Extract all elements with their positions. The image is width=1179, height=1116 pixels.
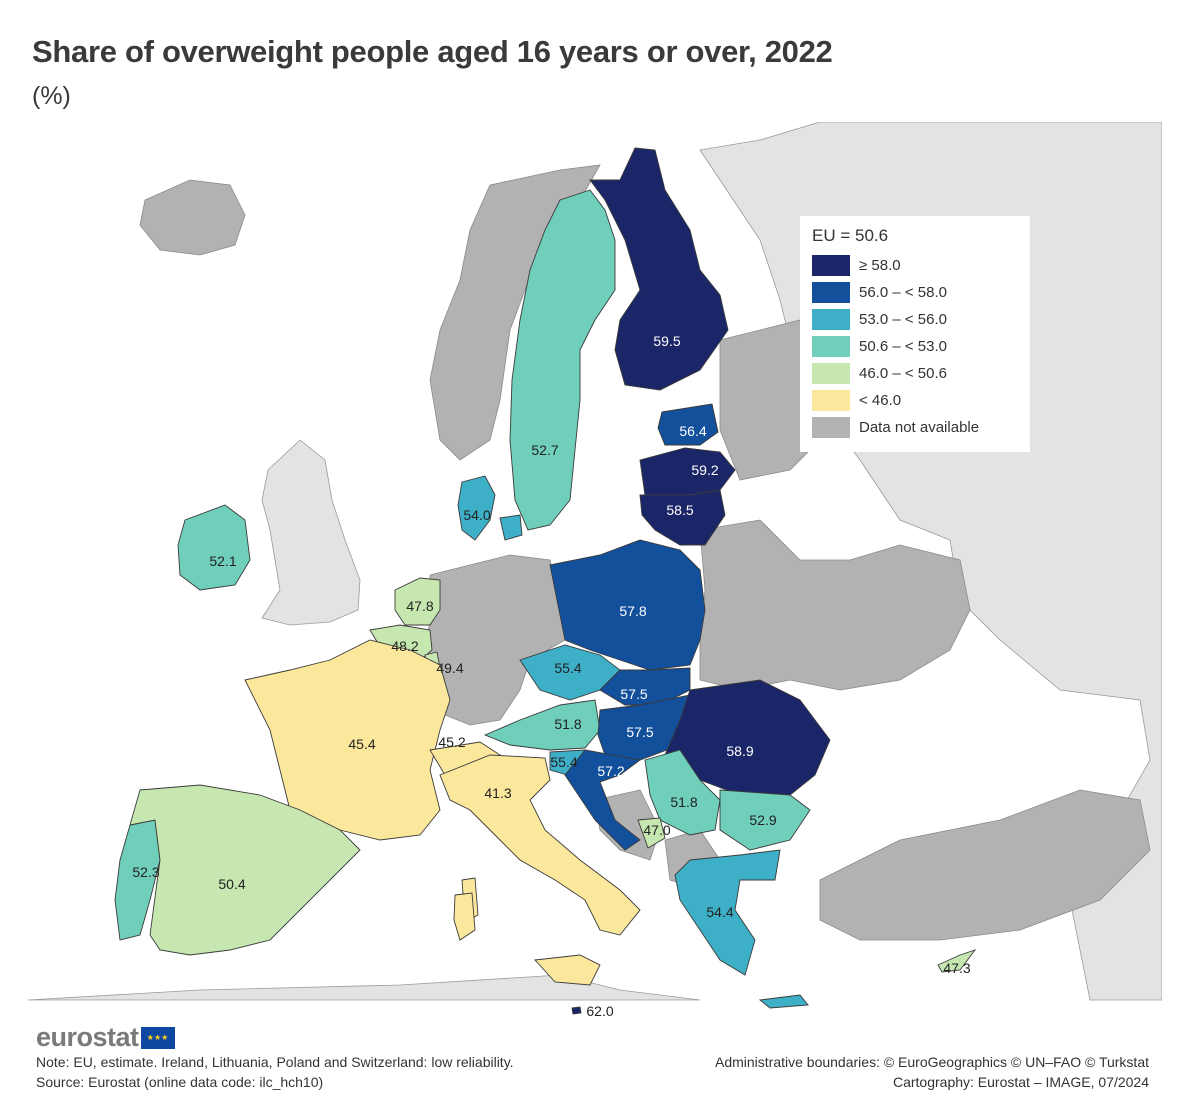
legend-item-2: 56.0 – < 58.0 (812, 279, 1018, 306)
eu-flag-icon: ★★★ (140, 1026, 175, 1049)
label-croatia: 57.2 (597, 763, 624, 779)
region-montenegro (637, 817, 666, 849)
value-labels: 59.5 52.7 56.4 59.2 58.5 54.0 52.1 47.8 … (132, 333, 970, 1019)
region-ireland (177, 504, 251, 591)
legend-label-3: 53.0 – < 56.0 (859, 311, 947, 328)
legend-label-4: 50.6 – < 53.0 (859, 338, 947, 355)
legend-item-3: 53.0 – < 56.0 (812, 306, 1018, 333)
label-slovenia: 55.4 (550, 754, 577, 770)
legend-item-6: < 46.0 (812, 387, 1018, 414)
region-netherlands (394, 577, 441, 626)
region-lithuania (639, 489, 726, 546)
label-luxembourg: 49.4 (436, 660, 463, 676)
region-poland (549, 539, 706, 671)
region-croatia (564, 749, 642, 851)
legend-swatch-7 (812, 417, 850, 438)
land-iceland (139, 179, 246, 256)
region-sicily (534, 954, 601, 986)
map-subtitle: (%) (32, 82, 71, 110)
region-cyprus (937, 949, 977, 973)
legend-label-2: 56.0 – < 58.0 (859, 284, 947, 301)
region-spain (129, 784, 361, 956)
label-ireland: 52.1 (209, 553, 236, 569)
legend-swatch-4 (812, 336, 850, 357)
land-uk (261, 439, 361, 626)
label-hungary: 57.5 (626, 724, 653, 740)
legend-item-4: 50.6 – < 53.0 (812, 333, 1018, 360)
label-austria: 51.8 (554, 716, 581, 732)
legend-swatch-5 (812, 363, 850, 384)
label-montenegro: 47.0 (643, 822, 670, 838)
region-finland (589, 147, 729, 391)
footer-cartography: Cartography: Eurostat – IMAGE, 07/2024 (892, 1074, 1149, 1090)
logo-wordmark: eurostat (36, 1022, 139, 1052)
legend-label-7: Data not available (859, 419, 980, 436)
region-italy (439, 754, 641, 936)
label-finland: 59.5 (653, 333, 680, 349)
europe-map: 59.5 52.7 56.4 59.2 58.5 54.0 52.1 47.8 … (28, 122, 1162, 1020)
label-estonia: 56.4 (679, 423, 706, 439)
label-switzerland: 45.2 (438, 734, 465, 750)
label-netherlands: 47.8 (406, 598, 433, 614)
region-sardinia (453, 892, 476, 941)
footer-note: Note: EU, estimate. Ireland, Lithuania, … (36, 1054, 514, 1070)
footer-source: Source: Eurostat (online data code: ilc_… (36, 1074, 324, 1090)
land-norway (429, 164, 601, 461)
label-romania: 58.9 (726, 743, 753, 759)
legend-eu-average: EU = 50.6 (812, 226, 889, 245)
label-italy: 41.3 (484, 785, 511, 801)
eurostat-logo: eurostat ★★★ (36, 1022, 175, 1053)
legend-item-5: 46.0 – < 50.6 (812, 360, 1018, 387)
region-greece (674, 849, 781, 976)
label-latvia: 59.2 (691, 462, 718, 478)
legend-swatch-6 (812, 390, 850, 411)
region-latvia (639, 447, 736, 496)
region-denmark (457, 475, 496, 541)
footer-boundaries: Administrative boundaries: © EuroGeograp… (714, 1054, 1149, 1070)
legend-swatch-1 (812, 255, 850, 276)
land-belarus-ukraine (699, 519, 971, 691)
label-denmark: 54.0 (463, 507, 490, 523)
member-states (114, 147, 977, 1015)
label-lithuania: 58.5 (666, 502, 693, 518)
label-belgium: 48.2 (391, 638, 418, 654)
region-slovakia (599, 667, 691, 706)
map-title: Share of overweight people aged 16 years… (32, 34, 833, 69)
region-crete (758, 994, 809, 1009)
label-czechia: 55.4 (554, 660, 581, 676)
label-cyprus: 47.3 (943, 960, 970, 976)
map-legend: EU = 50.6 ≥ 58.0 56.0 – < 58.0 53.0 – < … (800, 216, 1030, 452)
legend-item-1: ≥ 58.0 (812, 252, 1018, 279)
label-portugal: 52.3 (132, 864, 159, 880)
legend-item-7: Data not available (812, 414, 1018, 441)
label-slovakia: 57.5 (620, 686, 647, 702)
label-serbia: 51.8 (670, 794, 697, 810)
label-france: 45.4 (348, 736, 375, 752)
region-estonia (657, 403, 719, 446)
region-serbia (644, 749, 721, 836)
label-greece: 54.4 (706, 904, 733, 920)
region-bulgaria (719, 789, 811, 851)
land-north-africa (28, 974, 701, 1001)
label-spain: 50.4 (218, 876, 245, 892)
region-denmark-islands (499, 514, 523, 541)
legend-label-5: 46.0 – < 50.6 (859, 365, 947, 382)
legend-swatch-3 (812, 309, 850, 330)
land-turkey (819, 789, 1151, 941)
region-sweden (509, 189, 616, 531)
label-poland: 57.8 (619, 603, 646, 619)
legend-label-6: < 46.0 (859, 392, 902, 409)
label-malta: 62.0 (586, 1003, 613, 1019)
label-bulgaria: 52.9 (749, 812, 776, 828)
map-svg: 59.5 52.7 56.4 59.2 58.5 54.0 52.1 47.8 … (28, 122, 1162, 1019)
land-balkans-west (594, 789, 661, 861)
legend-label-1: ≥ 58.0 (859, 257, 901, 274)
label-sweden: 52.7 (531, 442, 558, 458)
region-france (244, 639, 451, 841)
region-malta (571, 1006, 582, 1015)
legend-swatch-2 (812, 282, 850, 303)
